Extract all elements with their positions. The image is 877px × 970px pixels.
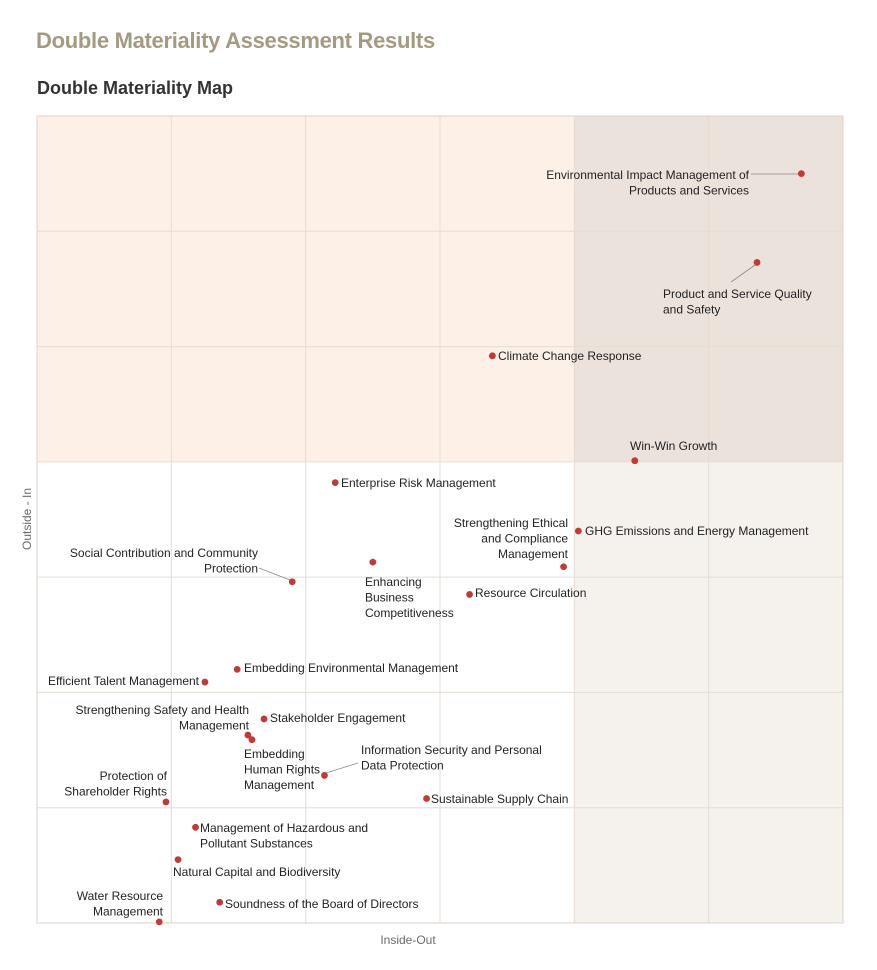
data-point bbox=[174, 856, 182, 863]
data-label: Embedding Environmental Management bbox=[244, 661, 459, 675]
data-label: Resource Circulation bbox=[475, 586, 586, 600]
leader-line bbox=[730, 264, 756, 283]
data-point bbox=[244, 731, 252, 739]
data-point bbox=[488, 352, 496, 360]
data-label: Water Resource Management bbox=[77, 889, 164, 919]
data-label: Natural Capital and Biodiversity bbox=[173, 865, 340, 879]
data-label: Embedding Human Rights Management bbox=[244, 747, 320, 792]
data-label: Information Security and Personal Data Pr… bbox=[361, 743, 542, 773]
data-label: Product and Service Quality and Safety bbox=[663, 287, 812, 317]
data-point bbox=[574, 527, 582, 535]
data-point bbox=[288, 578, 296, 586]
data-label: Strengthening Safety and Health Managemen… bbox=[76, 703, 250, 733]
data-label: Enhancing Business Competitiveness bbox=[365, 575, 454, 620]
data-point bbox=[192, 823, 199, 831]
data-label: Enterprise Risk Management bbox=[341, 476, 496, 490]
data-point bbox=[797, 170, 805, 178]
data-label: Win-Win Growth bbox=[630, 439, 717, 453]
data-point bbox=[631, 457, 639, 465]
leader-line bbox=[325, 762, 359, 774]
data-point bbox=[423, 795, 430, 802]
data-label: Soundness of the Board of Directors bbox=[225, 897, 418, 911]
data-label: Stakeholder Engagement bbox=[270, 711, 406, 725]
data-label: GHG Emissions and Energy Management bbox=[585, 524, 809, 538]
chart-title: Double Materiality Map bbox=[37, 78, 234, 98]
data-point bbox=[162, 798, 170, 806]
data-point bbox=[753, 259, 761, 266]
data-point bbox=[201, 678, 209, 686]
leader-line bbox=[258, 567, 291, 581]
data-point bbox=[560, 563, 567, 571]
data-point bbox=[155, 918, 163, 926]
data-label: Climate Change Response bbox=[498, 349, 642, 363]
data-point bbox=[248, 736, 256, 744]
page-title: Double Materiality Assessment Results bbox=[36, 28, 435, 53]
data-point bbox=[369, 558, 377, 566]
data-label: Sustainable Supply Chain bbox=[431, 792, 568, 806]
data-point bbox=[466, 591, 473, 598]
data-label: Management of Hazardous and Pollutant Sub… bbox=[200, 821, 368, 851]
data-label: Social Contribution and Community Protect… bbox=[70, 546, 258, 576]
data-label: Environmental Impact Management of Produc… bbox=[546, 168, 749, 198]
plot-border bbox=[36, 115, 844, 924]
data-point bbox=[331, 479, 339, 487]
data-point bbox=[260, 715, 268, 723]
data-label: Strengthening Ethical and Compliance Manag… bbox=[454, 516, 569, 561]
y-axis-label: Outside - In bbox=[20, 488, 34, 550]
data-point bbox=[233, 665, 241, 673]
data-point bbox=[321, 772, 328, 779]
data-point bbox=[216, 898, 224, 906]
data-label: Protection of Shareholder Rights bbox=[64, 769, 167, 799]
data-label: Efficient Talent Management bbox=[48, 674, 200, 688]
x-axis-label: Inside-Out bbox=[380, 933, 436, 947]
